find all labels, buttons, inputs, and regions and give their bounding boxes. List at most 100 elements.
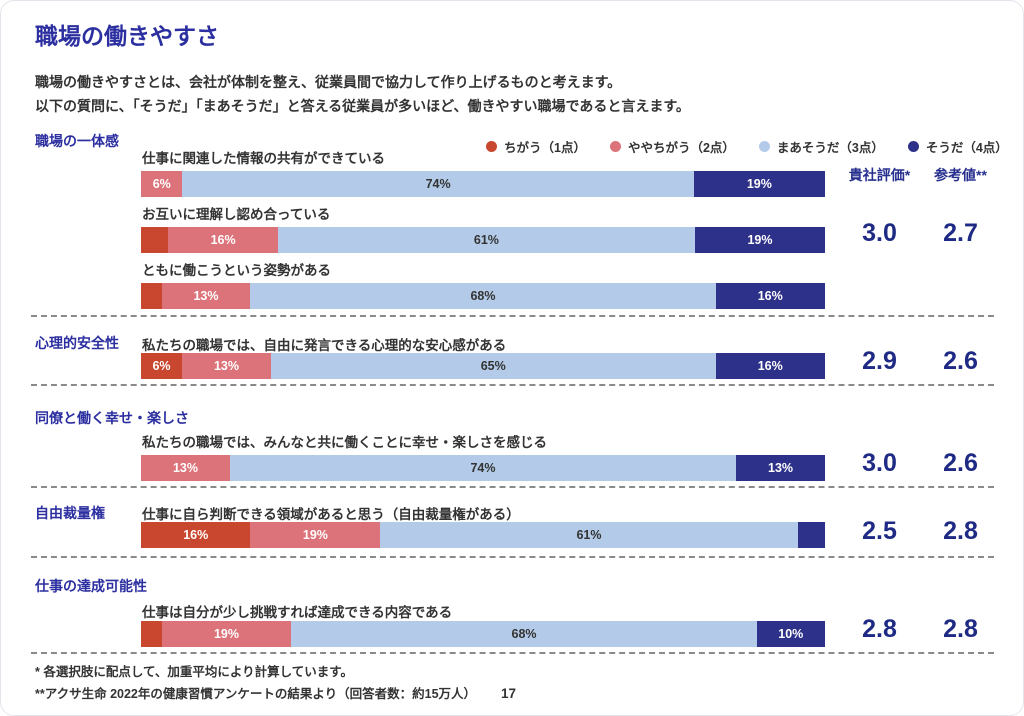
legend-dot-icon bbox=[907, 141, 919, 152]
legend-item: そうだ（4点） bbox=[907, 137, 1008, 156]
question-text: 私たちの職場では、みんなと共に働くことに幸せ・楽しさを感じる bbox=[142, 435, 547, 450]
company-score: 2.9 bbox=[862, 347, 897, 375]
legend-label: ややちがう（2点） bbox=[627, 141, 735, 155]
bar-segment-label: 10% bbox=[778, 627, 804, 641]
bar-segment-3: 61% bbox=[277, 227, 696, 253]
bar-segment-2: 19% bbox=[250, 522, 381, 548]
reference-score: 2.8 bbox=[943, 517, 978, 545]
legend-dot-icon bbox=[486, 141, 497, 152]
legend-item: ややちがう（2点） bbox=[609, 137, 735, 156]
bar-segment-2: 19% bbox=[161, 621, 292, 647]
bar-segment-label: 6% bbox=[152, 359, 171, 373]
company-score: 2.8 bbox=[862, 615, 897, 643]
score-row: 3.0 2.6 bbox=[839, 449, 1001, 478]
bar-segment-label: 13% bbox=[213, 359, 239, 373]
bar-segment-2: 13% bbox=[141, 455, 230, 481]
legend-item: まあそうだ（3点） bbox=[758, 137, 884, 156]
bar-segment-1 bbox=[141, 283, 162, 309]
bar-segment-3: 74% bbox=[182, 171, 694, 197]
bar-segment-4 bbox=[797, 522, 825, 548]
company-score: 3.0 bbox=[862, 219, 897, 247]
bar-segment-1: 16% bbox=[141, 522, 251, 548]
section-divider bbox=[31, 556, 994, 558]
bar-segment-label: 13% bbox=[172, 461, 198, 475]
section-label-sairyoken: 自由裁量権 bbox=[35, 505, 105, 521]
footnote-2: **アクサ生命 2022年の健康習慣アンケートの結果より（回答者数：約15万人） bbox=[35, 687, 477, 701]
score-row: 2.9 2.6 bbox=[839, 347, 1001, 376]
question-text: お互いに理解し認め合っている bbox=[142, 207, 331, 222]
page-title: 職場の働きやすさ bbox=[35, 23, 219, 49]
bar-segment-label: 16% bbox=[183, 528, 209, 542]
bar-segment-3: 68% bbox=[250, 283, 716, 309]
question-text: 仕事は自分が少し挑戦すれば達成できる内容である bbox=[142, 605, 453, 620]
section-label-ittaikan: 職場の一体感 bbox=[35, 133, 119, 149]
bar-segment-4: 16% bbox=[715, 353, 825, 379]
bar-segment-label: 61% bbox=[576, 528, 602, 542]
bar-segment-4: 19% bbox=[693, 171, 825, 197]
section-label-tassei: 仕事の達成可能性 bbox=[35, 578, 147, 594]
chart-legend: ちがう（1点） ややちがう（2点） まあそうだ（3点） そうだ（4点） bbox=[486, 137, 1008, 156]
legend-item: ちがう（1点） bbox=[486, 137, 586, 156]
stacked-bar: 13% 68% 16% bbox=[141, 283, 825, 309]
legend-dot-icon bbox=[758, 141, 770, 152]
bar-segment-2: 13% bbox=[182, 353, 271, 379]
bar-segment-4: 16% bbox=[715, 283, 825, 309]
section-divider bbox=[31, 486, 994, 488]
bar-segment-1: 6% bbox=[141, 353, 183, 379]
reference-score: 2.8 bbox=[943, 615, 978, 643]
bar-segment-label: 19% bbox=[746, 177, 772, 191]
bar-segment-4: 19% bbox=[695, 227, 825, 253]
reference-score-header: 参考値** bbox=[934, 167, 987, 183]
stacked-bar: 19% 68% 10% bbox=[141, 621, 825, 647]
reference-score: 2.6 bbox=[943, 347, 978, 375]
question-text: ともに働こうという姿勢がある bbox=[142, 263, 331, 278]
bar-segment-label: 6% bbox=[152, 177, 171, 191]
bar-segment-4: 10% bbox=[756, 621, 825, 647]
legend-label: まあそうだ（3点） bbox=[776, 141, 884, 155]
bar-segment-label: 19% bbox=[213, 627, 239, 641]
question-text: 私たちの職場では、自由に発言できる心理的な安心感がある bbox=[142, 338, 507, 353]
question-text: 仕事に関連した情報の共有ができている bbox=[142, 151, 385, 166]
question-text: 仕事に自ら判断できる領域があると思う（自由裁量権がある） bbox=[142, 507, 520, 522]
company-score-header: 貴社評価* bbox=[848, 167, 911, 183]
intro-line-2: 以下の質問に、「そうだ」「まあそうだ」と答える従業員が多いほど、働きやすい職場で… bbox=[35, 98, 690, 114]
company-score: 2.5 bbox=[862, 517, 897, 545]
score-row: 2.8 2.8 bbox=[839, 615, 1001, 644]
stacked-bar: 6% 13% 65% 16% bbox=[141, 353, 825, 379]
section-label-shiawase: 同僚と働く幸せ・楽しさ bbox=[35, 410, 189, 426]
bar-segment-label: 74% bbox=[470, 461, 496, 475]
company-score: 3.0 bbox=[862, 449, 897, 477]
stacked-bar: 16% 19% 61% bbox=[141, 522, 825, 548]
bar-segment-3: 61% bbox=[380, 522, 798, 548]
stacked-bar: 13% 74% 13% bbox=[141, 455, 825, 481]
section-label-anzensei: 心理的安全性 bbox=[35, 335, 119, 351]
section-divider bbox=[31, 315, 994, 317]
bar-segment-3: 65% bbox=[270, 353, 716, 379]
bar-segment-label: 68% bbox=[511, 627, 537, 641]
bar-segment-3: 68% bbox=[291, 621, 757, 647]
legend-label: ちがう（1点） bbox=[504, 141, 586, 155]
bar-segment-label: 61% bbox=[473, 233, 499, 247]
bar-segment-2: 16% bbox=[168, 227, 278, 253]
bar-segment-4: 13% bbox=[736, 455, 825, 481]
bar-segment-label: 65% bbox=[480, 359, 506, 373]
section-divider bbox=[31, 384, 994, 386]
legend-label: そうだ（4点） bbox=[925, 141, 1008, 155]
intro-line-1: 職場の働きやすさとは、会社が体制を整え、従業員間で協力して作り上げるものと考えま… bbox=[35, 74, 622, 90]
score-row: 2.5 2.8 bbox=[839, 517, 1001, 546]
legend-dot-icon bbox=[609, 141, 621, 152]
footnote-1: * 各選択肢に配点して、加重平均により計算しています。 bbox=[35, 665, 353, 679]
bar-segment-label: 68% bbox=[470, 289, 496, 303]
bar-segment-1 bbox=[141, 227, 169, 253]
bar-segment-label: 19% bbox=[747, 233, 773, 247]
bar-segment-label: 16% bbox=[210, 233, 236, 247]
bar-segment-label: 13% bbox=[193, 289, 219, 303]
reference-score: 2.7 bbox=[943, 219, 978, 247]
bar-segment-label: 19% bbox=[302, 528, 328, 542]
section-divider bbox=[31, 652, 994, 654]
stacked-bar: 6% 74% 19% bbox=[141, 171, 825, 197]
bar-segment-3: 74% bbox=[229, 455, 737, 481]
bar-segment-2: 13% bbox=[161, 283, 251, 309]
bar-segment-label: 16% bbox=[757, 359, 783, 373]
